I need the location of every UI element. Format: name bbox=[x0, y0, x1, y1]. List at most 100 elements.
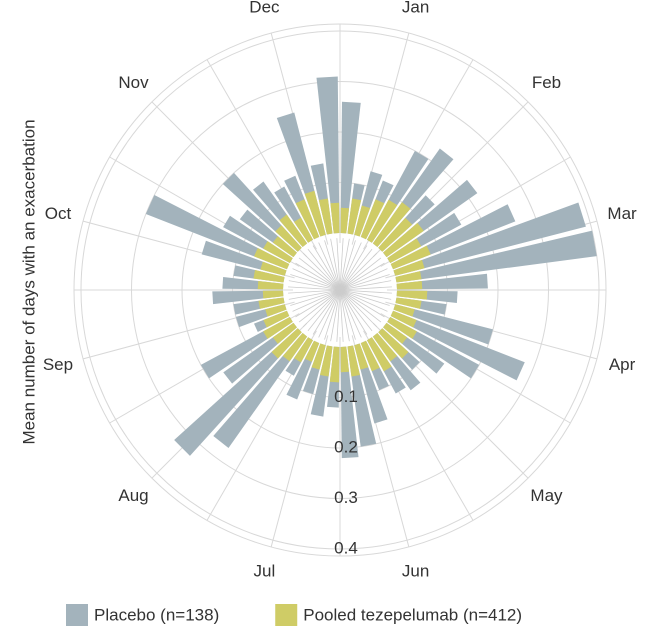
hub-line bbox=[292, 289, 341, 312]
bar bbox=[340, 346, 350, 373]
hub-line bbox=[330, 238, 341, 291]
hub-line bbox=[339, 286, 392, 291]
bar bbox=[340, 101, 361, 234]
bar bbox=[390, 310, 417, 328]
bar bbox=[360, 199, 385, 240]
bar bbox=[354, 343, 369, 370]
hub-line bbox=[324, 289, 341, 340]
hub-line bbox=[339, 289, 373, 332]
legend-label: Placebo (n=138) bbox=[94, 605, 219, 624]
bar bbox=[319, 345, 333, 377]
hub-line bbox=[302, 252, 341, 291]
r-tick-label: 0.4 bbox=[334, 538, 358, 557]
month-label: Aug bbox=[118, 486, 148, 505]
bar bbox=[271, 328, 302, 359]
bar bbox=[395, 297, 422, 309]
hub-line bbox=[288, 289, 341, 294]
hub-line bbox=[339, 245, 368, 291]
bar bbox=[372, 202, 411, 247]
bar bbox=[396, 280, 423, 290]
bar bbox=[393, 304, 415, 317]
hub-line bbox=[339, 289, 362, 338]
hub-line bbox=[339, 289, 368, 335]
hub-line bbox=[318, 242, 341, 291]
bar bbox=[347, 345, 361, 377]
hub-line bbox=[312, 245, 341, 291]
bar bbox=[395, 230, 597, 283]
bar bbox=[265, 304, 287, 317]
bar bbox=[304, 190, 326, 237]
hub-line bbox=[339, 274, 390, 291]
month-label: Nov bbox=[118, 73, 149, 92]
hub-line bbox=[336, 289, 341, 342]
hub-line bbox=[302, 289, 341, 328]
bar bbox=[275, 225, 302, 252]
bar bbox=[262, 290, 284, 299]
hub-line bbox=[339, 289, 350, 342]
hub-line bbox=[307, 289, 341, 332]
hub-line bbox=[288, 280, 341, 291]
hub-line bbox=[339, 238, 350, 291]
bar bbox=[174, 328, 302, 456]
hub-line bbox=[339, 289, 392, 300]
hub-line bbox=[339, 280, 392, 291]
bar bbox=[383, 222, 424, 258]
hub-line bbox=[290, 289, 341, 306]
month-label: Apr bbox=[609, 355, 636, 374]
hub-line bbox=[339, 248, 373, 291]
bar bbox=[258, 297, 285, 309]
hub-line bbox=[339, 257, 382, 291]
bar bbox=[395, 271, 422, 283]
bar bbox=[396, 290, 428, 300]
bar bbox=[257, 280, 284, 290]
bar bbox=[329, 346, 340, 383]
bar bbox=[253, 269, 285, 283]
hub-line bbox=[339, 240, 356, 291]
month-label: Dec bbox=[249, 0, 280, 16]
bar bbox=[367, 199, 398, 243]
hub-line bbox=[298, 289, 341, 323]
bar bbox=[387, 238, 422, 263]
hub-line bbox=[298, 257, 341, 291]
bar bbox=[213, 333, 308, 448]
hub-line bbox=[339, 289, 390, 306]
bar bbox=[293, 217, 313, 243]
bar bbox=[354, 205, 371, 237]
hub-line bbox=[339, 252, 378, 291]
bar bbox=[311, 343, 326, 370]
bar bbox=[293, 337, 313, 363]
bar bbox=[260, 261, 287, 276]
legend-swatch bbox=[275, 604, 298, 626]
hub-line bbox=[339, 289, 388, 312]
month-label: Jul bbox=[254, 562, 276, 581]
hub-line bbox=[312, 289, 341, 335]
bar bbox=[383, 322, 408, 344]
hub-line bbox=[288, 286, 341, 291]
hub-line bbox=[339, 289, 356, 340]
hub-line bbox=[339, 289, 385, 318]
grid-ring bbox=[131, 81, 549, 499]
month-label: Jun bbox=[402, 562, 429, 581]
bar bbox=[390, 245, 431, 270]
month-label: Oct bbox=[45, 204, 72, 223]
bar bbox=[393, 202, 586, 276]
bar bbox=[282, 333, 308, 362]
bar bbox=[393, 304, 494, 345]
month-label: May bbox=[530, 486, 563, 505]
bar bbox=[318, 198, 333, 235]
hub-line bbox=[339, 289, 382, 323]
bar bbox=[387, 317, 417, 339]
bar bbox=[263, 310, 290, 328]
hub-line bbox=[339, 289, 344, 342]
bar bbox=[272, 322, 297, 344]
hub-line bbox=[330, 289, 341, 342]
legend-swatch bbox=[66, 604, 88, 626]
hub-line bbox=[318, 289, 341, 338]
bar bbox=[378, 217, 413, 252]
hub-line bbox=[295, 262, 341, 291]
hub-line bbox=[339, 289, 378, 328]
hub-line bbox=[336, 238, 341, 291]
r-tick-label: 0.1 bbox=[334, 387, 358, 406]
bar bbox=[367, 337, 392, 372]
